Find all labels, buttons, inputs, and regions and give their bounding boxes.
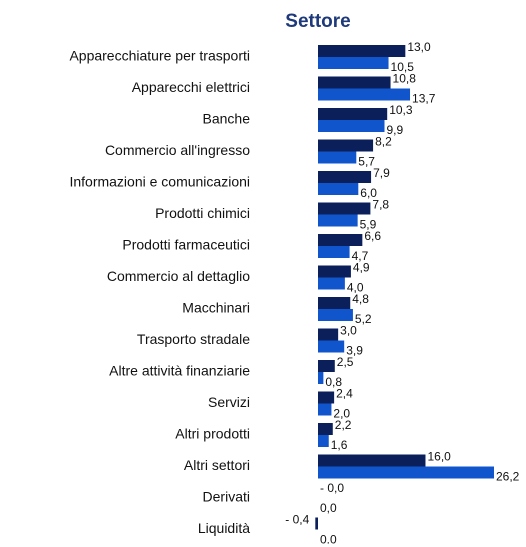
category-label: Trasporto stradale (137, 331, 250, 347)
value-label: 9,9 (387, 123, 404, 137)
category-label: Commercio all'ingresso (105, 142, 250, 158)
bar (318, 45, 406, 57)
value-label: 2,2 (335, 418, 352, 432)
value-label: 2,0 (333, 407, 350, 421)
value-label: 4,0 (347, 281, 364, 295)
bar (318, 265, 351, 278)
bar (318, 214, 358, 227)
bar (318, 108, 388, 120)
value-label: 1,6 (331, 438, 348, 452)
value-label: 5,2 (355, 312, 372, 326)
value-label: 7,9 (373, 166, 390, 180)
value-label: 6,6 (364, 229, 381, 243)
category-label: Liquidità (198, 520, 250, 536)
bar (318, 423, 333, 435)
bar (318, 76, 391, 89)
value-label: 0.0 (320, 533, 337, 547)
value-label: 2,4 (336, 387, 353, 401)
value-label: 13,7 (412, 92, 436, 106)
category-label: Prodotti farmaceutici (122, 237, 250, 253)
value-label: 7,8 (372, 198, 389, 212)
category-label: Altre attività finanziarie (109, 363, 250, 379)
value-label: 4,7 (352, 249, 369, 263)
value-label: 0,8 (325, 375, 342, 389)
value-label: 4,9 (353, 261, 370, 275)
category-label: Apparecchiature per trasporti (69, 48, 250, 64)
category-label: Servizi (208, 394, 250, 410)
bar (318, 435, 329, 447)
bar (318, 372, 324, 384)
category-label: Macchinari (182, 300, 250, 316)
value-label: 6,0 (360, 186, 377, 200)
value-label: - 0,4 (285, 513, 309, 527)
bar (318, 183, 359, 195)
value-label: 8,2 (375, 135, 392, 149)
bar (318, 120, 385, 132)
value-label: 2,5 (337, 355, 354, 369)
value-label: 5,7 (358, 155, 375, 169)
bar (318, 151, 357, 164)
value-label: 5,9 (360, 218, 377, 232)
value-label: 3,9 (346, 344, 363, 358)
category-label: Commercio al dettaglio (107, 268, 250, 284)
value-label: 13,0 (407, 40, 431, 54)
bar (318, 57, 389, 69)
bar (318, 246, 350, 258)
bar (318, 328, 339, 341)
bar (318, 297, 351, 309)
value-label: - 0,0 (320, 481, 344, 495)
value-label: 3,0 (340, 324, 357, 338)
category-label: Altri settori (184, 457, 250, 473)
category-label: Derivati (203, 489, 250, 505)
bar (318, 202, 371, 215)
value-label: 10,8 (393, 72, 417, 86)
value-label: 26,2 (496, 470, 520, 484)
category-label: Informazioni e comunicazioni (69, 174, 250, 190)
bar (318, 139, 374, 152)
bar (318, 391, 335, 404)
bar (318, 360, 335, 372)
bar (318, 403, 332, 416)
bar (318, 454, 426, 467)
value-label: 4,8 (352, 292, 369, 306)
bar (318, 234, 363, 246)
chart-title: Settore (285, 11, 350, 32)
bar (318, 88, 411, 101)
value-label: 16,0 (427, 450, 451, 464)
bar (318, 277, 345, 290)
bar (318, 309, 353, 321)
bar (315, 517, 318, 530)
bar (318, 466, 494, 479)
value-label: 0,0 (320, 501, 337, 515)
category-label: Prodotti chimici (155, 205, 250, 221)
category-label: Apparecchi elettrici (132, 79, 250, 95)
value-label: 10,5 (391, 60, 415, 74)
value-label: 10,3 (389, 103, 413, 117)
bar (318, 171, 372, 183)
category-label: Banche (203, 111, 251, 127)
category-label: Altri prodotti (175, 426, 250, 442)
bar (318, 340, 345, 353)
